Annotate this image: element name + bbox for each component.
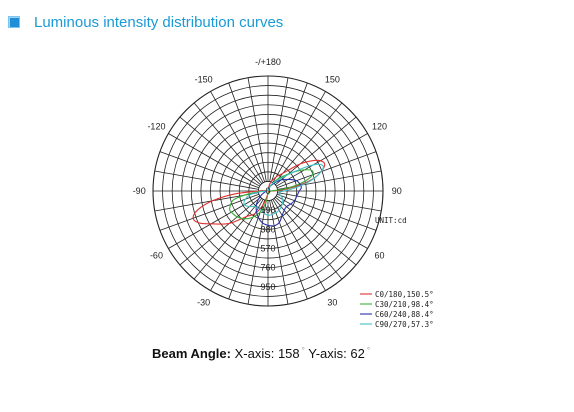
- legend-entry: C0/180,150.5°: [375, 290, 434, 299]
- degree-mark-x: °: [301, 346, 305, 355]
- beam-angle-y: Y-axis: 62: [308, 346, 365, 361]
- grid-spoke: [273, 198, 343, 280]
- legend-entry: C60/240,88.4°: [375, 310, 434, 319]
- angle-tick-label: -90: [133, 186, 146, 196]
- angle-tick-label: 150: [325, 74, 340, 84]
- radial-tick-label: 950: [260, 282, 275, 292]
- angle-tick-label: 60: [375, 250, 385, 260]
- unit-label: UNIT:cd: [375, 216, 407, 225]
- grid-spoke: [154, 170, 259, 190]
- grid-spoke: [276, 193, 377, 231]
- grid-ring: [238, 161, 298, 221]
- grid-spoke: [159, 193, 260, 231]
- grid-ring: [229, 152, 307, 230]
- grid-spoke: [270, 199, 308, 300]
- square-bullet-icon: [8, 16, 20, 28]
- series-curve: [192, 159, 326, 225]
- grid-spoke: [270, 82, 308, 183]
- header: Luminous intensity distribution curves: [8, 10, 283, 34]
- angle-tick-label: -120: [147, 122, 165, 132]
- grid-ring: [210, 133, 326, 249]
- grid-ring: [171, 94, 365, 288]
- grid-spoke: [272, 91, 326, 183]
- legend: C0/180,150.5°C30/210,98.4°C60/240,88.4°C…: [360, 290, 434, 329]
- grid-spoke: [276, 133, 368, 187]
- grid-spoke: [228, 82, 266, 183]
- angle-tick-label: 90: [392, 186, 402, 196]
- grid-spoke: [159, 151, 260, 189]
- degree-mark-y: °: [366, 346, 371, 355]
- grid-spoke: [276, 195, 368, 249]
- radial-tick-label: 190: [260, 205, 275, 215]
- grid-spoke: [179, 196, 261, 266]
- radial-tick-label: 380: [260, 224, 275, 234]
- grid-spoke: [269, 77, 289, 182]
- grid-ring: [219, 142, 317, 240]
- grid-spoke: [269, 200, 289, 305]
- angle-tick-label: -150: [195, 74, 213, 84]
- page-title: Luminous intensity distribution curves: [34, 13, 284, 31]
- radial-tick-label: 570: [260, 244, 275, 254]
- angle-tick-label: -30: [197, 298, 210, 308]
- polar-grid: [152, 75, 384, 307]
- grid-spoke: [277, 192, 382, 212]
- polar-labels: -/+180 150 -150 120 -120 90 -90 60 -60 30 -30 0 190 3…: [133, 57, 407, 307]
- grid-spoke: [273, 102, 343, 184]
- grid-ring: [248, 171, 288, 211]
- grid-ring: [181, 104, 355, 278]
- grid-ring: [152, 75, 384, 307]
- angle-tick-label: -60: [150, 250, 163, 260]
- angle-tick-label: 30: [327, 298, 337, 308]
- grid-ring: [162, 85, 374, 297]
- beam-angle-x: X-axis: 158: [234, 346, 300, 361]
- radial-tick-label: 760: [260, 263, 275, 273]
- grid-spoke: [210, 91, 264, 183]
- grid-spoke: [247, 200, 267, 305]
- legend-entry: C30/210,98.4°: [375, 300, 434, 309]
- grid-spoke: [228, 199, 266, 300]
- grid-spoke: [275, 196, 357, 266]
- grid-spoke: [193, 102, 263, 184]
- grid-spoke: [179, 116, 261, 186]
- grid-spoke: [247, 77, 267, 182]
- series-curve: [243, 163, 324, 216]
- legend-entry: C90/270,57.3°: [375, 320, 434, 329]
- beam-angle-line: Beam Angle: X-axis: 158 ° Y-axis: 62 °: [152, 346, 370, 361]
- radial-tick-label: 0: [265, 186, 270, 196]
- grid-spoke: [272, 199, 326, 291]
- angle-tick-label: 120: [372, 122, 387, 132]
- beam-angle-label: Beam Angle:: [152, 346, 231, 361]
- angle-tick-label: -/+180: [255, 57, 281, 67]
- grid-spoke: [193, 198, 263, 280]
- grid-ring: [190, 113, 346, 269]
- grid-spoke: [168, 133, 260, 187]
- grid-ring: [200, 123, 336, 259]
- intensity-curves: [192, 159, 326, 227]
- series-curve: [255, 178, 302, 227]
- grid-spoke: [276, 151, 377, 189]
